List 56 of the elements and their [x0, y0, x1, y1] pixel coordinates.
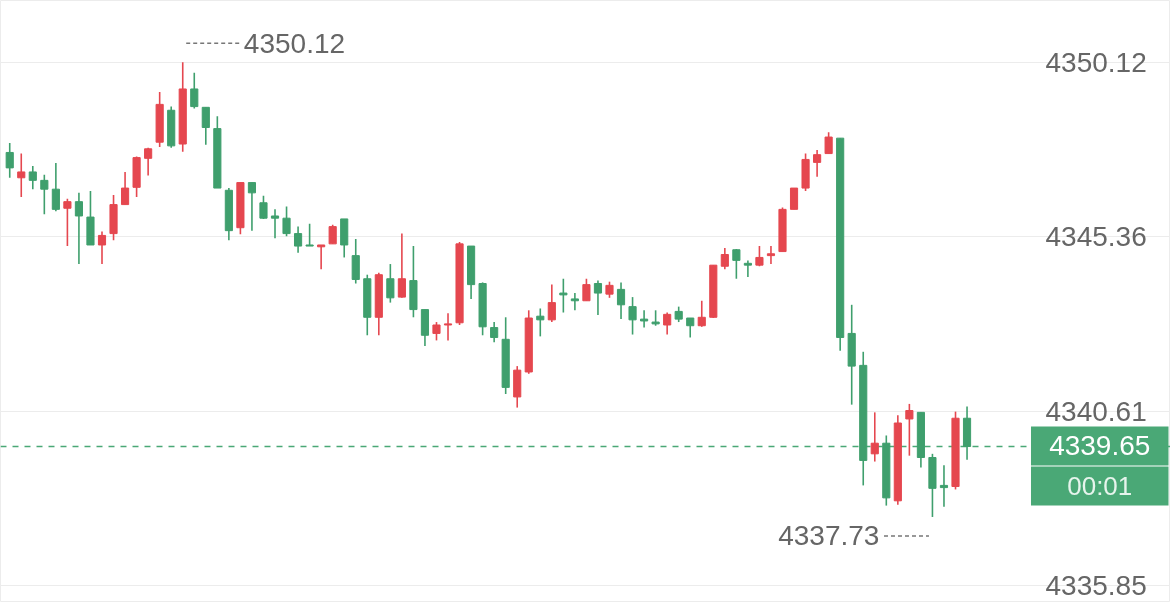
candlestick — [443, 312, 453, 342]
candlestick — [294, 225, 303, 254]
candlestick — [259, 194, 268, 220]
candlestick — [824, 131, 833, 155]
candlestick — [201, 106, 210, 146]
candlestick — [905, 403, 914, 457]
candlestick — [720, 247, 729, 270]
candlestick — [28, 165, 37, 190]
candlestick — [386, 263, 395, 304]
candlestick — [686, 317, 695, 339]
candlestick — [63, 197, 72, 247]
candlestick — [732, 248, 741, 280]
candlestick — [328, 223, 337, 245]
candlestick — [120, 171, 130, 206]
y-tick-label: 4335.85 — [1045, 570, 1147, 602]
candlestick — [570, 292, 579, 312]
candlestick — [939, 464, 949, 508]
candlestick — [247, 181, 257, 232]
candlestick — [766, 245, 776, 265]
candlestick — [144, 146, 153, 177]
y-tick-label: 4340.61 — [1045, 395, 1147, 427]
candlestick — [51, 162, 60, 212]
candlestick — [432, 321, 441, 342]
candlestick — [559, 277, 568, 314]
candlestick — [547, 283, 556, 323]
candlestick — [17, 152, 26, 198]
candlestick — [628, 296, 637, 336]
candlestick — [40, 174, 49, 215]
candlestick — [305, 222, 314, 247]
candlestick — [743, 259, 752, 278]
candlestick — [789, 187, 799, 210]
candlestick — [74, 192, 84, 265]
y-tick-label: 4350.12 — [1045, 46, 1147, 78]
candlestick — [616, 281, 626, 320]
candlestick — [663, 311, 672, 336]
candlestick — [697, 299, 706, 328]
candlestick — [317, 244, 326, 270]
annotation: 4337.73 — [778, 520, 880, 552]
candlestick — [351, 238, 360, 285]
candlestick — [397, 232, 406, 299]
candlestick — [582, 277, 591, 302]
candlestick — [593, 279, 603, 316]
y-tick-label: 4345.36 — [1045, 221, 1147, 253]
ref-line-label: 4339.65 — [1049, 430, 1151, 462]
candlestick — [190, 72, 199, 110]
candlestick — [270, 208, 280, 240]
candlestick — [5, 142, 14, 179]
candlestick — [536, 307, 545, 338]
annotation: 4350.12 — [243, 27, 346, 59]
candlestick — [813, 149, 822, 178]
candlestick — [490, 321, 499, 344]
candlestick — [97, 230, 107, 265]
candlestick — [640, 309, 649, 329]
candlestick — [870, 411, 879, 463]
text: 00:01 — [1067, 470, 1133, 501]
candlestick — [282, 205, 291, 237]
